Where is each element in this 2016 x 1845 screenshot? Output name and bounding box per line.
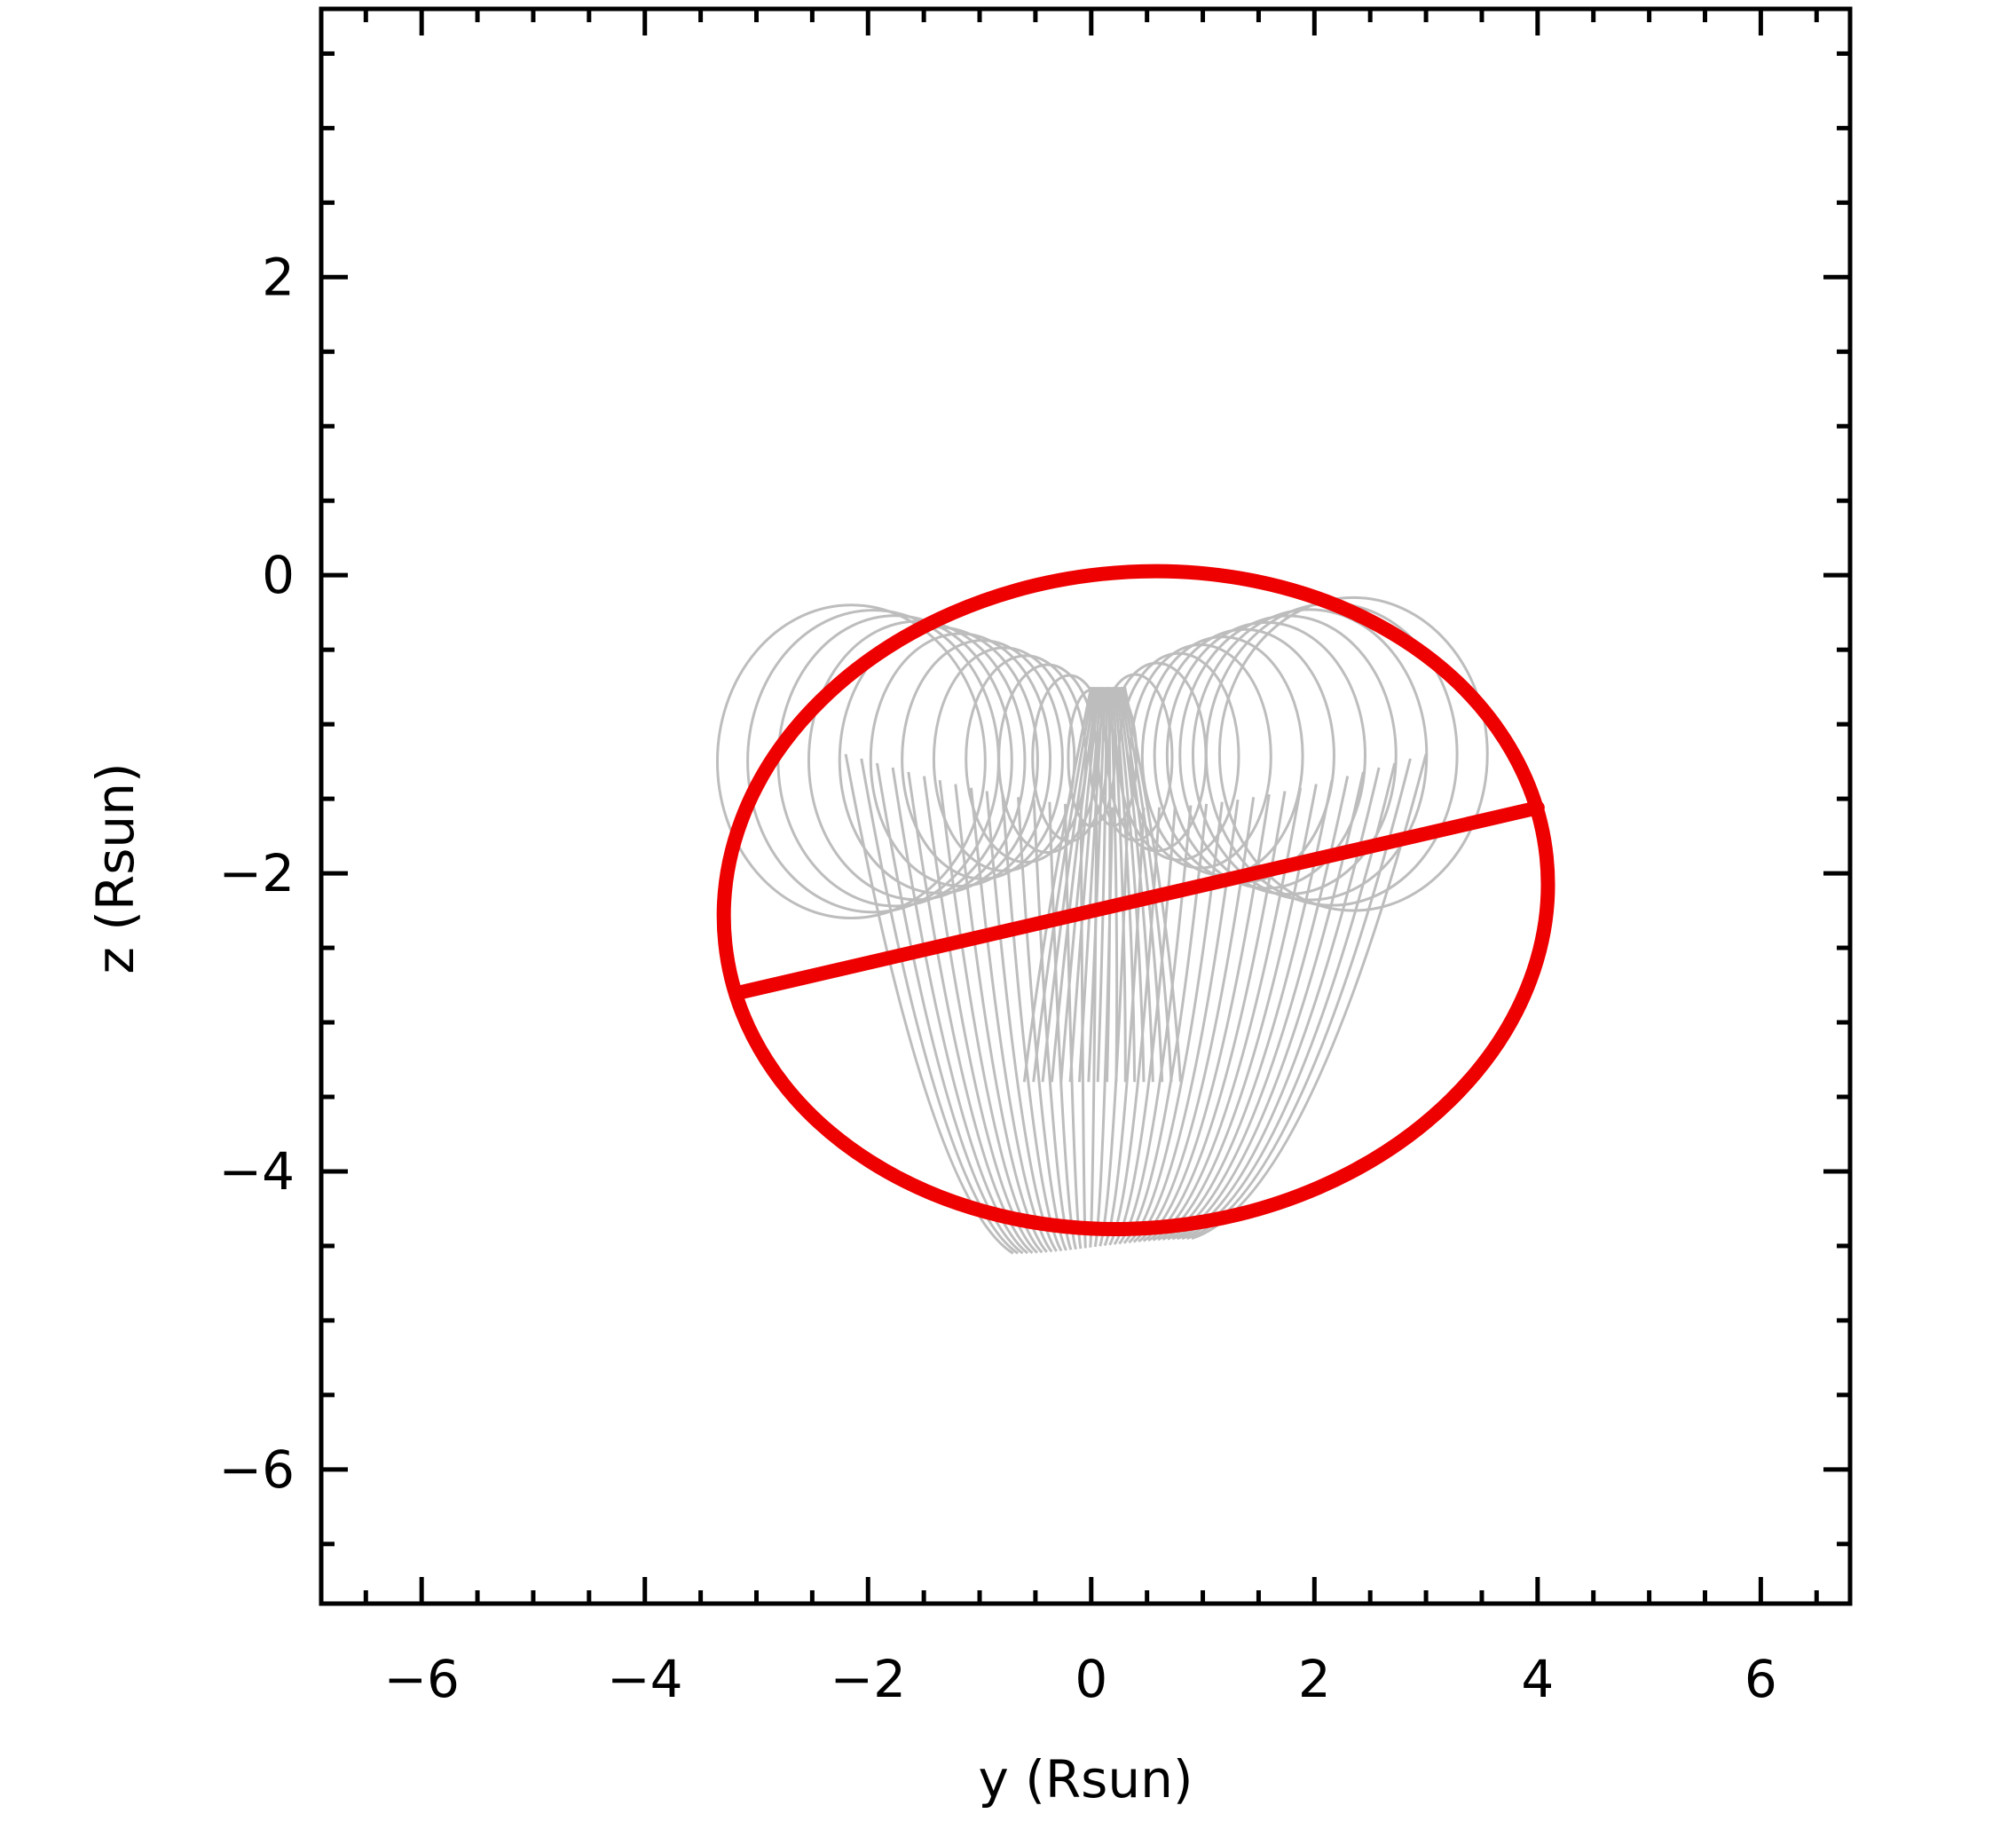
y-tick-label: 0 <box>262 545 295 605</box>
wireframe-neck-strand <box>1106 687 1112 1083</box>
fitted-ellipse <box>716 564 1555 1236</box>
wireframe-neck-strand <box>1059 686 1101 1083</box>
wireframe-neck-strand <box>1077 687 1105 1083</box>
wireframe-neck-strand <box>1022 686 1093 1083</box>
wireframe-leg <box>860 758 1020 1255</box>
ellipse-overlay-layer <box>716 564 1555 1236</box>
wireframe-loop <box>1178 614 1398 896</box>
wireframe-neck-strand <box>1050 686 1099 1083</box>
y-tick-label: −6 <box>219 1439 295 1500</box>
x-tick-label: −2 <box>831 1649 907 1709</box>
wireframe-leg <box>1122 803 1209 1244</box>
wireframe-leg <box>875 762 1024 1255</box>
wireframe-neck-strand <box>1109 687 1119 1083</box>
wireframe-loop <box>965 654 1088 864</box>
y-tick-label: 2 <box>262 247 295 307</box>
wireframe-leg <box>954 784 1048 1253</box>
wireframe-neck-strand <box>1096 687 1109 1083</box>
wireframe-leg <box>844 753 1014 1255</box>
x-tick-label: 0 <box>1075 1649 1107 1709</box>
wireframe-neck-strand <box>1113 687 1137 1083</box>
wireframe-loop <box>932 646 1076 872</box>
wireframe-loop <box>1117 651 1240 862</box>
wireframe-neck-strand <box>1111 687 1127 1083</box>
x-tick-label: −6 <box>383 1649 460 1709</box>
ellipse-major-axis <box>732 800 1545 1000</box>
x-tick-label: −4 <box>607 1649 683 1709</box>
wireframe-neck-strand <box>1068 687 1103 1083</box>
y-tick-label: −2 <box>219 843 295 903</box>
wireframe-loop <box>838 626 1039 895</box>
wireframe-leg <box>922 776 1038 1254</box>
wireframe-loop <box>869 632 1052 888</box>
plot-frame <box>319 6 1853 1606</box>
y-axis-title: z (Rsun) <box>85 762 146 974</box>
y-tick-label: −4 <box>219 1141 295 1202</box>
wireframe-loop <box>997 663 1099 855</box>
wireframe-loop <box>1217 595 1489 912</box>
wireframe-loop <box>715 603 987 919</box>
wireframe-loop <box>901 639 1064 880</box>
wireframe-neck-strand <box>1087 687 1106 1083</box>
x-tick-label: 6 <box>1744 1649 1777 1709</box>
wireframe-leg <box>891 767 1028 1255</box>
axes: −6 −4 −2 0 2 4 6 −6 −4 −2 0 2 <box>219 6 1853 1709</box>
x-tick-label: 4 <box>1521 1649 1554 1709</box>
x-axis-title: y (Rsun) <box>978 1749 1193 1810</box>
wireframe-loop <box>807 619 1027 902</box>
wireframe-neck-strand <box>1041 686 1097 1083</box>
x-tick-label: 2 <box>1298 1649 1331 1709</box>
wireframe-leg <box>907 771 1034 1254</box>
wireframe-neck-strand <box>1032 686 1095 1083</box>
wireframe-leg <box>938 780 1043 1254</box>
